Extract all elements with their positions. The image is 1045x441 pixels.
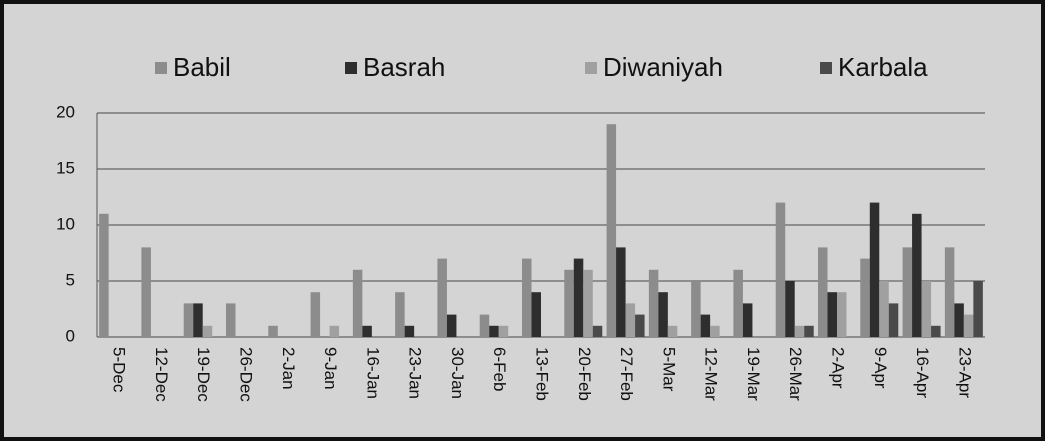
x-tick-label: 12-Mar (702, 347, 721, 401)
bar (733, 269, 743, 337)
bar (785, 281, 795, 337)
legend-label: Karbala (838, 52, 928, 82)
x-tick-label: 19-Mar (744, 347, 763, 401)
bar (352, 269, 363, 337)
bar (437, 258, 447, 337)
bar (804, 325, 814, 337)
bar (226, 303, 236, 337)
x-tick-label: 23-Apr (955, 347, 974, 398)
bar (742, 303, 753, 337)
x-tick-label: 16-Apr (913, 347, 932, 398)
bar (99, 213, 109, 337)
bar (489, 325, 499, 337)
bar (522, 258, 532, 337)
bar (794, 325, 805, 337)
y-tick-label: 10 (56, 214, 75, 233)
bar (931, 325, 941, 337)
bar (531, 292, 541, 337)
bar (498, 325, 509, 337)
y-tick-label: 20 (56, 102, 75, 121)
x-tick-label: 20-Feb (575, 347, 594, 401)
bar (479, 314, 490, 337)
bar (141, 247, 151, 337)
bar (329, 325, 340, 337)
x-tick-label: 26-Dec (237, 347, 256, 402)
x-tick-label: 13-Feb (533, 347, 552, 401)
legend-label: Diwaniyah (603, 52, 723, 82)
x-tick-label: 5-Mar (659, 347, 678, 392)
y-tick-label: 0 (66, 326, 75, 345)
bar (827, 292, 837, 337)
bar (606, 124, 617, 337)
x-tick-label: 2-Jan (279, 347, 298, 390)
bar (310, 292, 321, 337)
bar (973, 281, 983, 337)
bar (710, 325, 720, 337)
bar (658, 292, 668, 337)
legend-swatch (155, 62, 167, 74)
x-tick-label: 9-Jan (321, 347, 340, 390)
bar (616, 247, 626, 337)
bar (573, 258, 584, 337)
bar (691, 281, 701, 337)
bar (635, 314, 645, 337)
legend-label: Babil (173, 52, 231, 82)
bar (667, 325, 678, 337)
bar (818, 247, 828, 337)
bar (888, 303, 899, 337)
x-tick-label: 12-Dec (152, 347, 171, 402)
x-tick-label: 16-Jan (363, 347, 382, 399)
bar (183, 303, 194, 337)
x-tick-label: 27-Feb (617, 347, 636, 401)
legend-label: Basrah (363, 52, 445, 82)
bar (268, 325, 278, 337)
x-tick-label: 6-Feb (490, 347, 509, 391)
bar (446, 314, 457, 337)
bar (648, 269, 659, 337)
legend: Babil Basrah Diwaniyah Karbala (155, 52, 928, 82)
bar (362, 325, 372, 337)
bar (700, 314, 711, 337)
bar (404, 325, 415, 337)
bar (193, 303, 203, 337)
bar (395, 292, 405, 337)
legend-swatch (585, 62, 597, 74)
bar (564, 269, 574, 337)
x-tick-label: 2-Apr (829, 347, 848, 389)
x-tick-label: 5-Dec (110, 347, 129, 393)
x-tick-label: 23-Jan (406, 347, 425, 399)
y-tick-label: 15 (56, 158, 75, 177)
y-tick-label: 5 (66, 270, 75, 289)
x-tick-label: 19-Dec (194, 347, 213, 402)
bar (202, 325, 213, 337)
bar (775, 202, 786, 337)
legend-swatch (345, 62, 357, 74)
bar (860, 258, 870, 337)
bar (837, 292, 847, 337)
bar (954, 303, 964, 337)
bar (944, 247, 955, 337)
bar (869, 202, 880, 337)
bar (592, 325, 603, 337)
bar (625, 303, 636, 337)
bar (921, 281, 932, 337)
bar (879, 281, 889, 337)
x-tick-label: 30-Jan (448, 347, 467, 399)
bar (912, 213, 922, 337)
bar (583, 269, 593, 337)
x-tick-label: 26-Mar (786, 347, 805, 401)
legend-swatch (820, 62, 832, 74)
bar (963, 314, 974, 337)
bar (902, 247, 913, 337)
x-tick-label: 9-Apr (871, 347, 890, 389)
